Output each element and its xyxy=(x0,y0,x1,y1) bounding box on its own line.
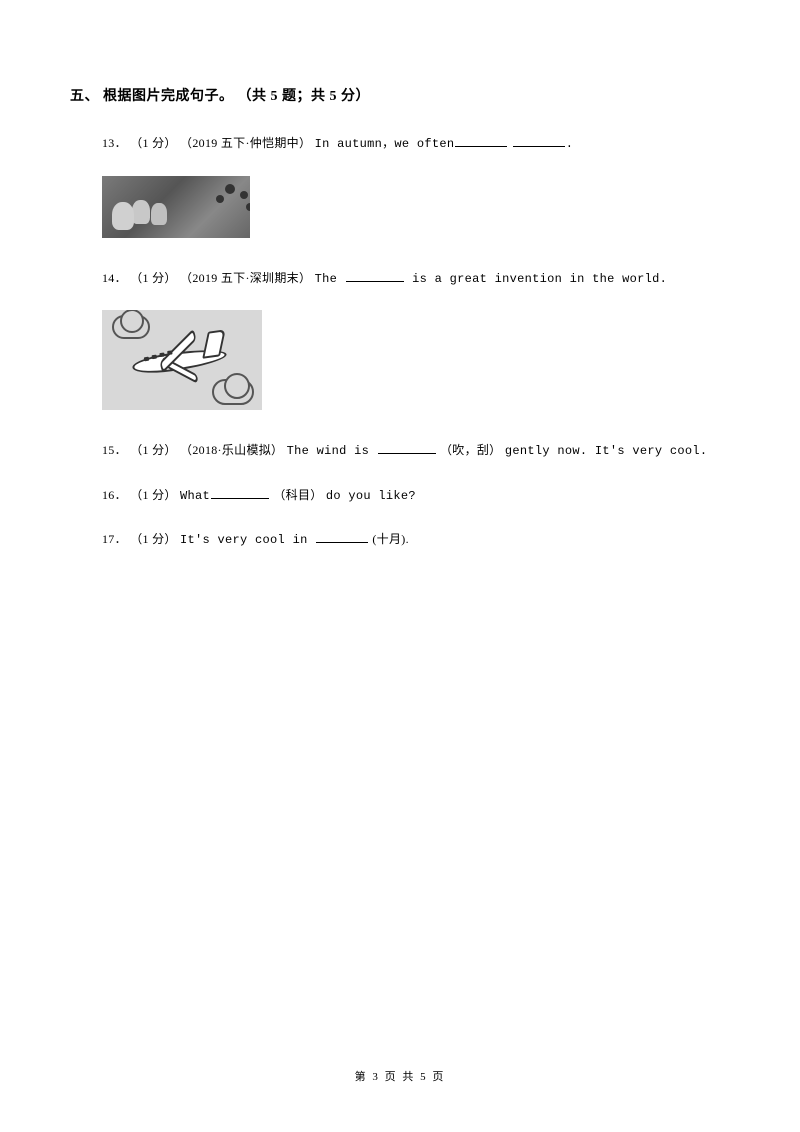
question-17: 17． （1 分） It's very cool in (十月). xyxy=(70,529,730,552)
q15-text-before: The wind is xyxy=(287,444,377,458)
q15-blank[interactable] xyxy=(378,442,436,454)
q15-tag: （2018·乐山模拟） xyxy=(180,443,283,457)
question-14: 14． （1 分） （2019 五下·深圳期末） The is a great … xyxy=(70,268,730,419)
q14-blank[interactable] xyxy=(346,270,404,282)
q14-image xyxy=(102,310,262,410)
question-13-text: 13． （1 分） （2019 五下·仲恺期中） In autumn，we of… xyxy=(102,133,730,156)
q15-num: 15． xyxy=(102,443,127,457)
footer-mid: 页 共 xyxy=(380,1071,420,1083)
footer-suffix: 页 xyxy=(428,1071,446,1083)
airplane-illustration xyxy=(102,310,262,410)
q17-points: （1 分） xyxy=(130,532,177,546)
q14-text-after: is a great invention in the world. xyxy=(405,272,668,286)
q16-text-after: do you like? xyxy=(326,489,416,503)
cloud-icon xyxy=(112,315,150,339)
section-header: 五、 根据图片完成句子。 （共 5 题；共 5 分） xyxy=(70,85,730,105)
question-14-text: 14． （1 分） （2019 五下·深圳期末） The is a great … xyxy=(102,268,730,291)
question-15: 15． （1 分） （2018·乐山模拟） The wind is （吹，刮） … xyxy=(70,440,730,463)
q15-text-after: gently now. It's very cool. xyxy=(505,444,708,458)
q14-num: 14． xyxy=(102,271,127,285)
footer-total: 5 xyxy=(420,1071,428,1083)
section-number: 五、 xyxy=(70,89,99,104)
q13-blank-2[interactable] xyxy=(513,135,565,147)
q14-text-before: The xyxy=(315,272,345,286)
q15-points: （1 分） xyxy=(130,443,177,457)
q13-num: 13． xyxy=(102,136,127,150)
q13-tag: （2019 五下·仲恺期中） xyxy=(180,136,311,150)
q13-points: （1 分） xyxy=(130,136,177,150)
q16-text-before: What xyxy=(180,489,210,503)
q16-hint: （科目） xyxy=(273,488,322,502)
footer-prefix: 第 xyxy=(355,1071,373,1083)
q13-text-before: In autumn，we often xyxy=(315,137,455,151)
q16-num: 16． xyxy=(102,488,127,502)
section-info: （共 5 题；共 5 分） xyxy=(238,89,371,104)
q13-blank-1[interactable] xyxy=(455,135,507,147)
q15-hint: （吹，刮） xyxy=(440,443,502,457)
q14-tag: （2019 五下·深圳期末） xyxy=(180,271,311,285)
q16-blank[interactable] xyxy=(211,487,269,499)
q17-text-before: It's very cool in xyxy=(180,533,315,547)
cloud-icon xyxy=(212,379,254,405)
q17-hint: (十月). xyxy=(372,532,409,546)
q17-num: 17． xyxy=(102,532,127,546)
apple-picking-illustration xyxy=(102,176,250,238)
footer-page: 3 xyxy=(372,1071,380,1083)
q13-image xyxy=(102,176,250,238)
question-16: 16． （1 分） What （科目） do you like? xyxy=(70,485,730,508)
q17-blank[interactable] xyxy=(316,531,368,543)
q14-points: （1 分） xyxy=(130,271,177,285)
q16-points: （1 分） xyxy=(130,488,177,502)
q13-text-after: . xyxy=(566,137,574,151)
section-title: 根据图片完成句子。 xyxy=(103,89,234,104)
question-13: 13． （1 分） （2019 五下·仲恺期中） In autumn，we of… xyxy=(70,133,730,246)
page-footer: 第 3 页 共 5 页 xyxy=(0,1068,800,1084)
